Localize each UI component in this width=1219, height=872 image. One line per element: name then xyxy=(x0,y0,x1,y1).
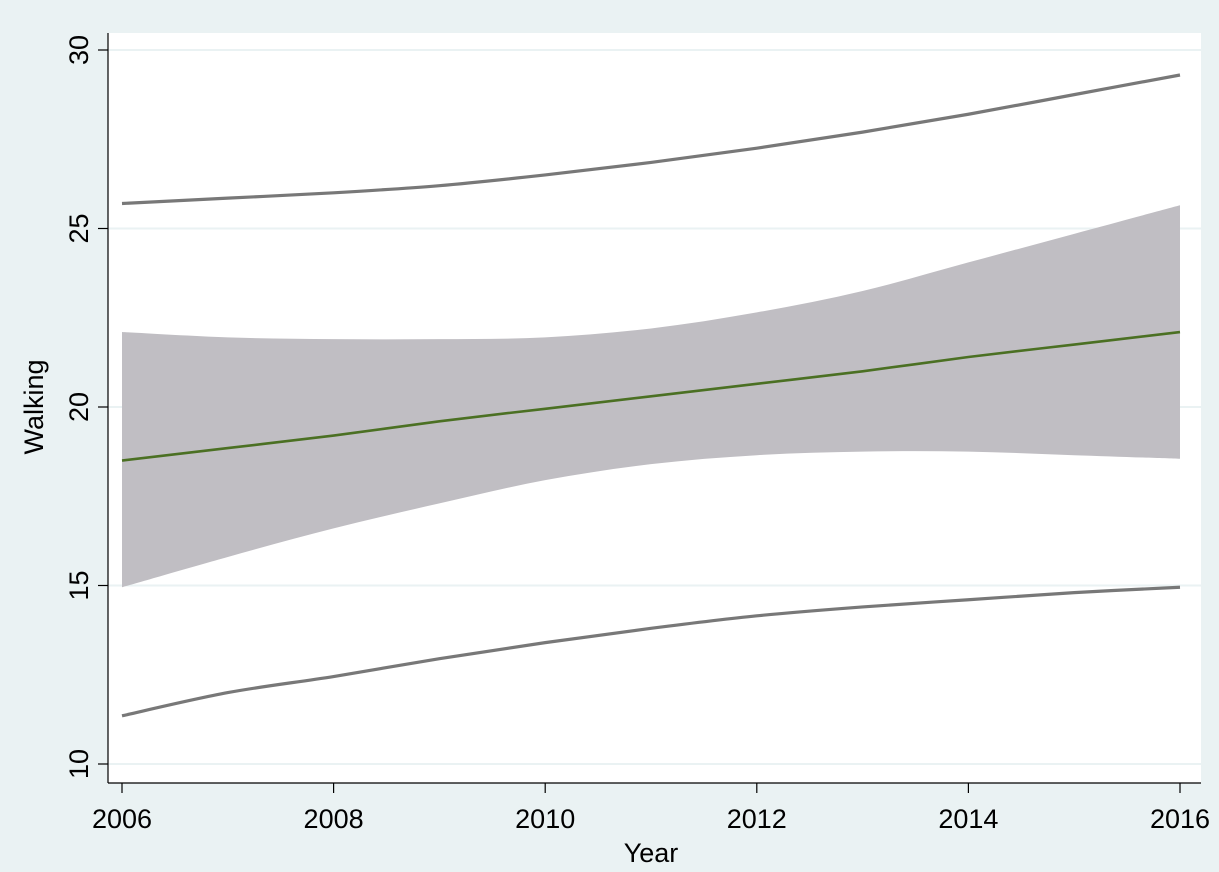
y-tick-label: 25 xyxy=(64,213,94,243)
x-tick-label: 2006 xyxy=(92,804,152,834)
series-fit-line xyxy=(121,330,1181,462)
series-pi-lower-line xyxy=(121,585,1181,718)
y-tick-label: 15 xyxy=(64,570,94,600)
x-tick-label: 2008 xyxy=(304,804,364,834)
y-axis-label: Walking xyxy=(19,359,49,454)
y-tick-label: 20 xyxy=(64,392,94,422)
x-tick-label: 2016 xyxy=(1150,804,1210,834)
x-axis-label: Year xyxy=(624,838,679,868)
x-tick-label: 2012 xyxy=(727,804,787,834)
series-layer xyxy=(121,73,1181,718)
x-tick-label: 2014 xyxy=(938,804,998,834)
series-pi-upper-line xyxy=(121,73,1181,206)
y-tick-label: 10 xyxy=(64,749,94,779)
y-tick-label: 30 xyxy=(64,35,94,65)
axes xyxy=(107,33,1201,784)
x-tick-label: 2010 xyxy=(515,804,575,834)
ticks: 2006 2008 2010 2012 2014 2016 10 15 20 25 30 xyxy=(64,35,1210,834)
